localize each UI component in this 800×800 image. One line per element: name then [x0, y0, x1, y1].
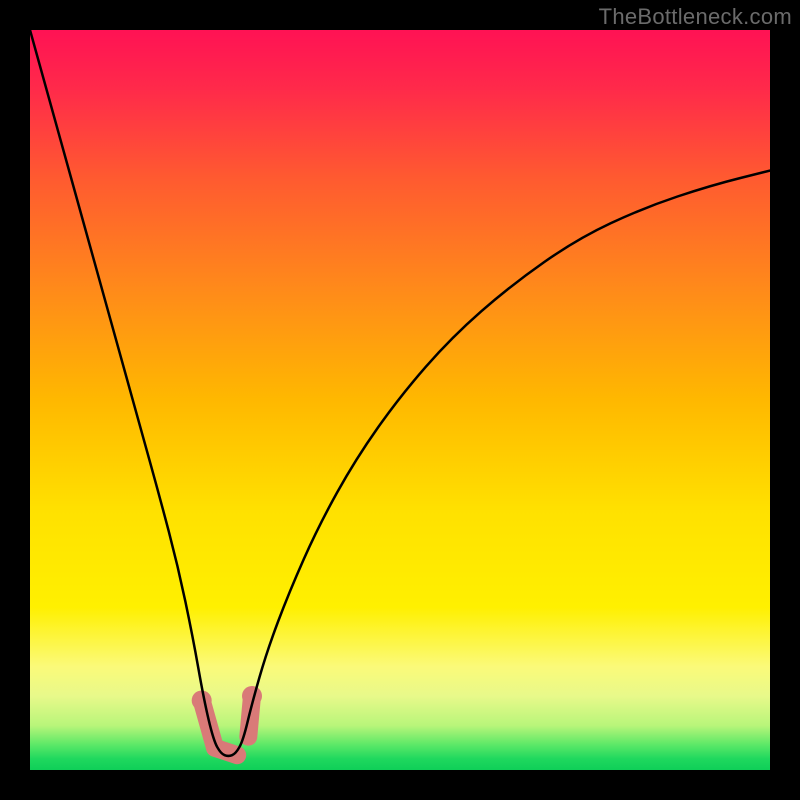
chart-container: TheBottleneck.com [0, 0, 800, 800]
plot-area [30, 30, 770, 770]
watermark-text: TheBottleneck.com [599, 4, 792, 30]
curve-layer [30, 30, 770, 770]
trough-markers [192, 686, 262, 755]
bottleneck-curve [30, 30, 770, 756]
